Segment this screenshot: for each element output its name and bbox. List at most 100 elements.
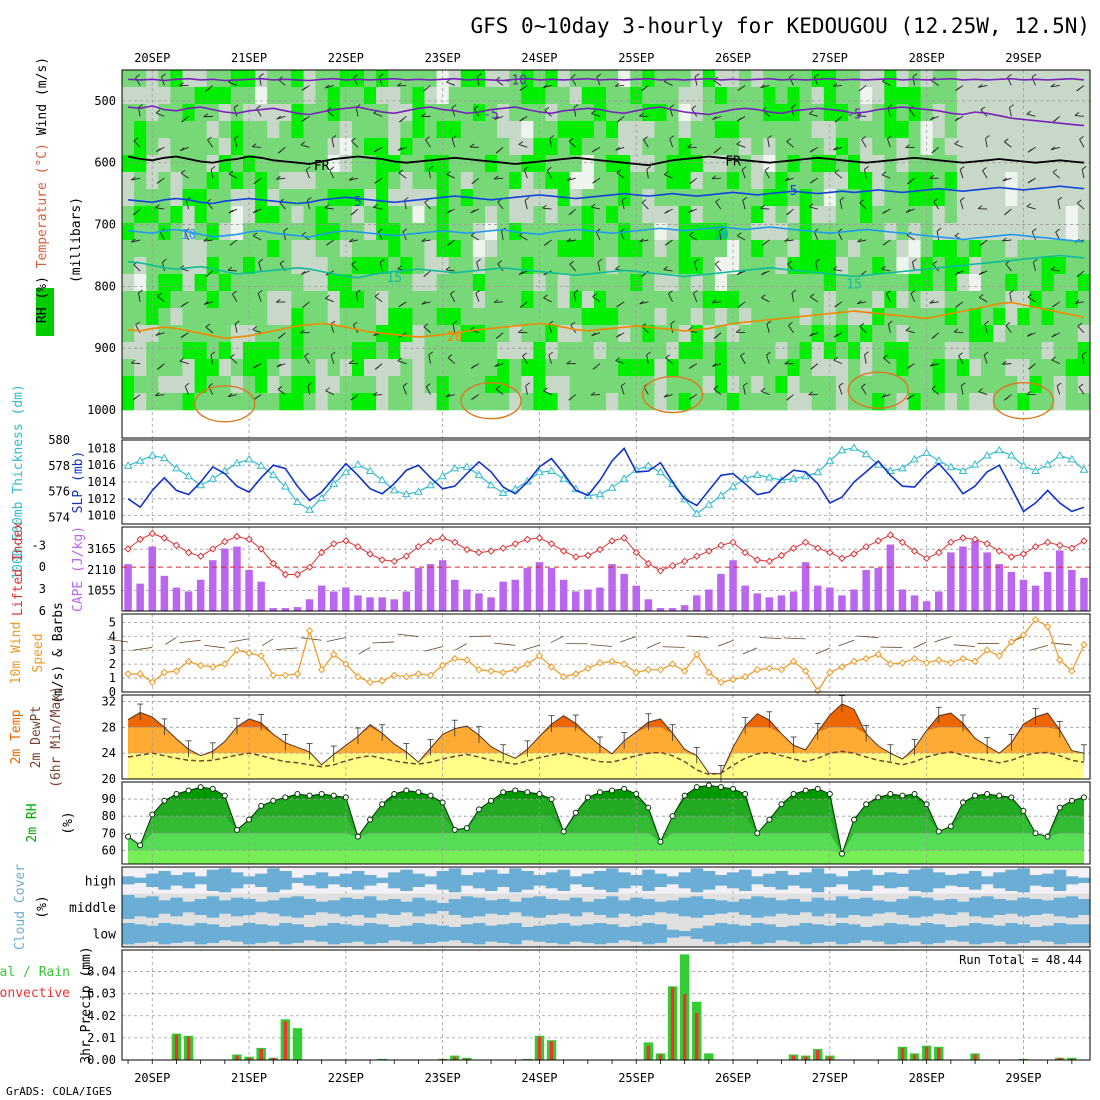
wind-barb-flag [669, 104, 675, 109]
rh-cell [557, 87, 570, 105]
wind-barb [1050, 146, 1060, 151]
cloud-high-bar [944, 875, 958, 886]
rh-cell [448, 206, 462, 224]
rh-cell [908, 206, 921, 224]
rh-cell [872, 376, 885, 394]
rh-cell [134, 257, 147, 275]
isotherm--5 [128, 105, 1085, 127]
cape-bar [354, 595, 362, 611]
wind-barb-flag [276, 298, 281, 303]
rh-cell [666, 87, 679, 105]
rh-cell [981, 70, 994, 88]
rh-cell [739, 70, 752, 88]
rh-cell [1029, 155, 1042, 173]
wind10m-marker [378, 677, 386, 685]
rh-cell [1053, 240, 1067, 258]
rh-cell [279, 342, 292, 360]
rh-cell [509, 359, 522, 377]
wind10m-ytick: 5 [109, 615, 116, 629]
rh-cell [509, 342, 522, 360]
rh-cell [932, 206, 946, 224]
rh-cell [618, 87, 631, 105]
wind-barb-flag [761, 271, 766, 276]
wind-barb-flag [548, 351, 554, 356]
rh-cell [146, 155, 159, 173]
wind-barb [861, 139, 867, 148]
wind-barb-flag [978, 271, 984, 276]
wind-barb-flag [519, 87, 525, 91]
wind-barb-flag [786, 211, 791, 216]
rh2m-marker [173, 790, 180, 797]
wind-barb-flag [861, 383, 866, 388]
rh-cell [896, 189, 909, 207]
rh2m-marker [427, 792, 434, 799]
wind10m-barb [107, 638, 129, 643]
rh-cell [497, 138, 510, 156]
rh-cell [835, 359, 849, 377]
rh-cell [993, 223, 1006, 241]
cloud-middle-bar [509, 901, 522, 913]
rh-cell [279, 393, 292, 411]
wind-barb-flag [646, 351, 651, 356]
rh-cell [739, 223, 752, 241]
rh-cell [811, 121, 825, 139]
rh-cell [860, 257, 873, 275]
rh-cell [593, 325, 607, 343]
rh-cell [400, 121, 413, 139]
rh-cell [400, 189, 413, 207]
rh-cell [448, 291, 462, 309]
rh-cell [400, 291, 413, 309]
rh-cell [799, 325, 812, 343]
wind-barb-flag [518, 271, 524, 275]
rh-cell [642, 342, 655, 360]
wind-barb-flag [518, 329, 523, 333]
date-label-top: 27SEP [812, 51, 848, 65]
wind10m-marker [124, 670, 132, 678]
wind-barb [397, 360, 407, 365]
lifted-index-marker [705, 547, 713, 555]
rh-cell [630, 325, 643, 343]
wind-barb [864, 169, 867, 179]
rh-cell [666, 359, 679, 377]
cape-bar [390, 599, 399, 611]
lifted-index-marker [959, 534, 967, 542]
rh-cell [122, 291, 135, 309]
rh-cell [569, 240, 583, 258]
rh2m-marker [403, 787, 410, 794]
thickness-ytick: 580 [48, 433, 70, 447]
rh-cell [472, 291, 486, 309]
rh-cell [448, 376, 462, 394]
wind-barb-flag [428, 351, 434, 356]
wind-barb-flag [616, 333, 621, 338]
rh-cell [400, 87, 413, 105]
rh-cell [460, 376, 474, 394]
rh-cell [823, 359, 837, 377]
rh-cell [896, 155, 909, 173]
rh-cell [1077, 240, 1091, 258]
rh-cell [702, 342, 716, 360]
precip-convective-bar [791, 1055, 796, 1060]
rh-cell [654, 206, 667, 224]
rh-cell [666, 257, 679, 275]
cloud-low-bar [714, 923, 728, 945]
rh-cell [279, 376, 292, 394]
temp-axis-label-a: 2m Temp [9, 709, 24, 764]
rh-cell [811, 274, 825, 292]
rh-cell [448, 172, 462, 190]
cloud-low-bar [170, 924, 183, 943]
cloud-high-bar [690, 868, 704, 893]
date-label-bottom: 25SEP [618, 1071, 654, 1085]
wind-barb-flag [1079, 136, 1084, 140]
rh-cell [908, 325, 921, 343]
sounding-axis-label: RH (%) Temperature (°C) Wind (m/s) [35, 57, 50, 323]
wind-barb [784, 177, 794, 182]
rh-cell [134, 70, 147, 88]
wind-barb-flag [421, 238, 426, 242]
cloud-low-bar [618, 927, 631, 941]
cloud-high-bar [545, 872, 558, 889]
li-ytick: -3 [32, 538, 46, 552]
precip-convective-bar [973, 1054, 977, 1060]
wind-barb-flag [955, 87, 960, 92]
rh-cell [424, 172, 437, 190]
rh-cell [896, 240, 909, 258]
